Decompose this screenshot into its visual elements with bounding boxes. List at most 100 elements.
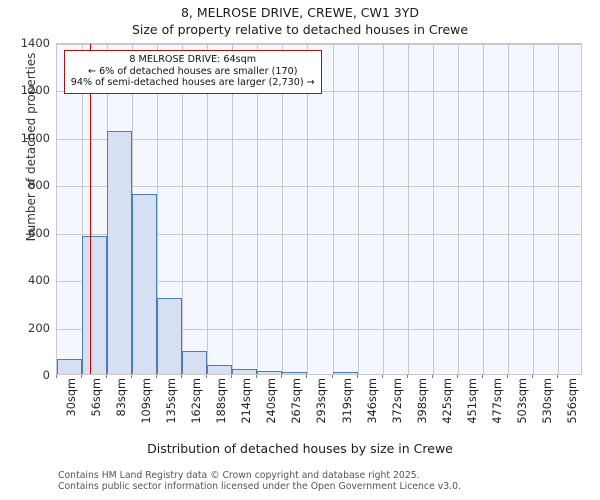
- x-axis-tick-mark: [431, 375, 433, 378]
- histogram-bar: [282, 372, 308, 374]
- x-axis-tick-mark: [481, 375, 483, 378]
- annotation-line-3: 94% of semi-detached houses are larger (…: [70, 77, 315, 89]
- property-marker-line: [89, 44, 92, 374]
- gridline: [332, 44, 334, 374]
- x-axis-tick-label: 56sqm: [90, 378, 104, 417]
- gridline: [207, 44, 209, 374]
- histogram-bar: [332, 372, 358, 374]
- x-axis-tick-label: 30sqm: [65, 378, 78, 417]
- y-axis-title: Number of detached properties: [24, 52, 38, 242]
- x-axis-tick-mark: [531, 375, 533, 378]
- y-axis-tick-label: 600: [28, 225, 50, 240]
- x-axis-tick-mark: [381, 375, 383, 378]
- x-axis-tick-mark: [56, 375, 57, 378]
- x-axis-tick-mark: [206, 375, 208, 378]
- histogram-bar: [132, 193, 158, 374]
- x-axis-tick-label: 372sqm: [390, 378, 404, 424]
- x-axis-tick-mark: [231, 375, 233, 378]
- plot-area: 8 MELROSE DRIVE: 64sqm ← 6% of detached …: [56, 43, 582, 375]
- x-axis-tick-label: 109sqm: [140, 378, 154, 424]
- x-axis-tick-mark: [131, 375, 133, 378]
- y-axis-tick-label: 1000: [20, 130, 50, 145]
- gridline: [57, 328, 581, 330]
- x-axis-tick-label: 503sqm: [515, 378, 529, 424]
- x-axis-tick-mark: [556, 375, 558, 378]
- footer-line-2: Contains public sector information licen…: [58, 481, 461, 492]
- histogram-bar: [207, 364, 233, 374]
- gridline: [232, 44, 234, 374]
- gridline: [57, 138, 581, 140]
- y-axis-tick-label: 0: [42, 368, 50, 382]
- chart-title-block: 8, MELROSE DRIVE, CREWE, CW1 3YD Size of…: [0, 4, 600, 39]
- x-axis-tick-label: 135sqm: [165, 378, 179, 424]
- x-axis-tick-mark: [81, 375, 83, 378]
- gridline: [382, 44, 384, 374]
- gridline: [57, 44, 581, 45]
- gridline: [307, 44, 309, 374]
- x-axis-tick-mark: [156, 375, 158, 378]
- gridline: [357, 44, 359, 374]
- gridline: [432, 44, 434, 374]
- gridline: [507, 44, 509, 374]
- x-axis-tick-label: 319sqm: [340, 378, 354, 424]
- x-axis-tick-mark: [306, 375, 308, 378]
- histogram-bar: [232, 369, 258, 374]
- histogram-bar: [107, 130, 133, 374]
- histogram-bar: [257, 371, 283, 374]
- x-axis-tick-label: 293sqm: [315, 378, 329, 424]
- gridline: [57, 186, 581, 188]
- page-title: 8, MELROSE DRIVE, CREWE, CW1 3YD: [180, 5, 419, 20]
- x-axis-tick-label: 477sqm: [490, 378, 504, 424]
- x-axis-tick-mark: [331, 375, 333, 378]
- x-axis-tick-label: 214sqm: [240, 378, 254, 424]
- footer-attribution: Contains HM Land Registry data © Crown c…: [58, 470, 598, 492]
- gridline: [182, 44, 184, 374]
- x-axis-tick-mark: [281, 375, 283, 378]
- histogram-bar: [82, 236, 108, 374]
- gridline: [482, 44, 484, 374]
- gridline: [457, 44, 459, 374]
- histogram-bar: [57, 358, 83, 374]
- annotation-line-2: ← 6% of detached houses are smaller (170…: [87, 65, 298, 77]
- x-axis-tick-label: 162sqm: [190, 378, 204, 424]
- x-axis-tick-label: 556sqm: [565, 378, 579, 424]
- x-axis-tick-label: 346sqm: [365, 378, 379, 424]
- x-axis-tick-mark: [356, 375, 358, 378]
- x-axis-tick-label: 240sqm: [265, 378, 279, 424]
- gridline: [57, 281, 581, 283]
- gridline: [557, 44, 559, 374]
- gridline: [157, 44, 159, 374]
- x-axis-tick-label: 188sqm: [215, 378, 229, 424]
- x-axis-tick-mark: [406, 375, 408, 378]
- x-axis-tick-mark: [181, 375, 183, 378]
- gridline: [57, 233, 581, 235]
- x-axis-tick-label: 451sqm: [465, 378, 479, 424]
- x-axis-tick-label: 530sqm: [540, 378, 554, 424]
- y-axis-tick-label: 400: [28, 273, 50, 288]
- x-axis-tick-mark: [506, 375, 508, 378]
- gridline: [407, 44, 409, 374]
- gridline: [82, 44, 84, 374]
- histogram-bar: [182, 351, 208, 374]
- y-axis-tick-label: 1200: [20, 83, 50, 98]
- x-axis-title: Distribution of detached houses by size …: [147, 441, 453, 456]
- x-axis-tick-mark: [106, 375, 108, 378]
- x-axis-tick-label: 425sqm: [440, 378, 454, 424]
- property-annotation-box: 8 MELROSE DRIVE: 64sqm ← 6% of detached …: [63, 50, 322, 94]
- footer-line-1: Contains HM Land Registry data © Crown c…: [58, 470, 420, 481]
- histogram-bar: [157, 298, 183, 374]
- chart-subtitle: Size of property relative to detached ho…: [131, 22, 469, 37]
- gridline: [532, 44, 534, 374]
- y-axis-labels: 0 200 400 600 800 1000 1200 1400: [0, 36, 50, 382]
- gridline: [257, 44, 259, 374]
- y-axis-tick-label: 800: [28, 178, 50, 193]
- gridline: [282, 44, 284, 374]
- y-axis-tick-label: 200: [28, 320, 50, 335]
- x-axis-tick-label: 83sqm: [115, 378, 129, 417]
- x-axis-tick-label: 267sqm: [290, 378, 304, 424]
- y-axis-tick-label: 1400: [20, 36, 50, 50]
- x-axis-tick-mark: [256, 375, 258, 378]
- x-axis-tick-mark: [456, 375, 458, 378]
- annotation-line-1: 8 MELROSE DRIVE: 64sqm: [129, 54, 257, 65]
